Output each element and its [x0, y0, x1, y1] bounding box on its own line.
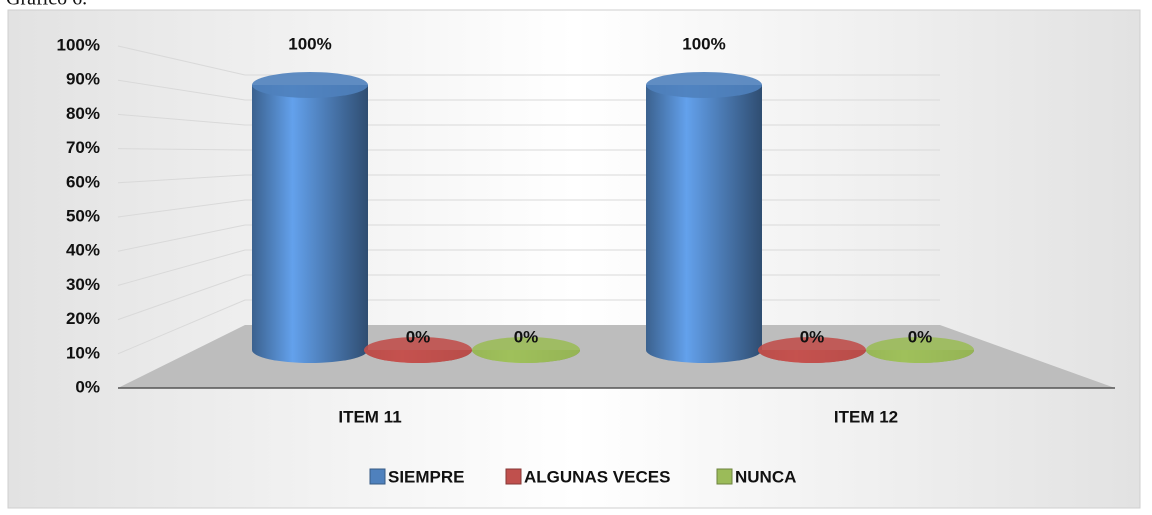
legend-label: NUNCA	[735, 467, 796, 486]
legend-label: SIEMPRE	[388, 467, 465, 486]
y-tick-label: 20%	[66, 309, 100, 328]
y-tick-label: 70%	[66, 138, 100, 157]
legend-label: ALGUNAS VECES	[524, 467, 670, 486]
y-tick-label: 10%	[66, 343, 100, 362]
value-label: 0%	[908, 327, 933, 346]
y-tick-label: 50%	[66, 206, 100, 225]
value-label: 0%	[406, 327, 431, 346]
bar-top	[758, 337, 866, 363]
caption: Gráfico 6.	[6, 0, 87, 10]
y-tick-label: 100%	[57, 35, 100, 54]
x-tick-label: ITEM 11	[338, 407, 401, 426]
bar-top	[364, 337, 472, 363]
bar-top	[866, 337, 974, 363]
bar-top	[252, 72, 368, 98]
y-tick-label: 0%	[75, 377, 100, 396]
bar	[646, 85, 762, 363]
value-label: 100%	[682, 34, 725, 53]
value-label: 100%	[288, 34, 331, 53]
legend-swatch	[716, 468, 733, 485]
y-tick-label: 90%	[66, 70, 100, 89]
chart-area	[7, 9, 1141, 509]
bar-top	[646, 72, 762, 98]
y-tick-label: 60%	[66, 172, 100, 191]
value-label: 0%	[800, 327, 825, 346]
legend-swatch	[505, 468, 522, 485]
y-tick-label: 80%	[66, 104, 100, 123]
x-tick-label: ITEM 12	[834, 407, 898, 426]
value-label: 0%	[514, 327, 539, 346]
bar-top	[472, 337, 580, 363]
legend-swatch	[369, 468, 386, 485]
y-tick-label: 40%	[66, 241, 100, 260]
bar	[252, 85, 368, 363]
y-tick-label: 30%	[66, 275, 100, 294]
